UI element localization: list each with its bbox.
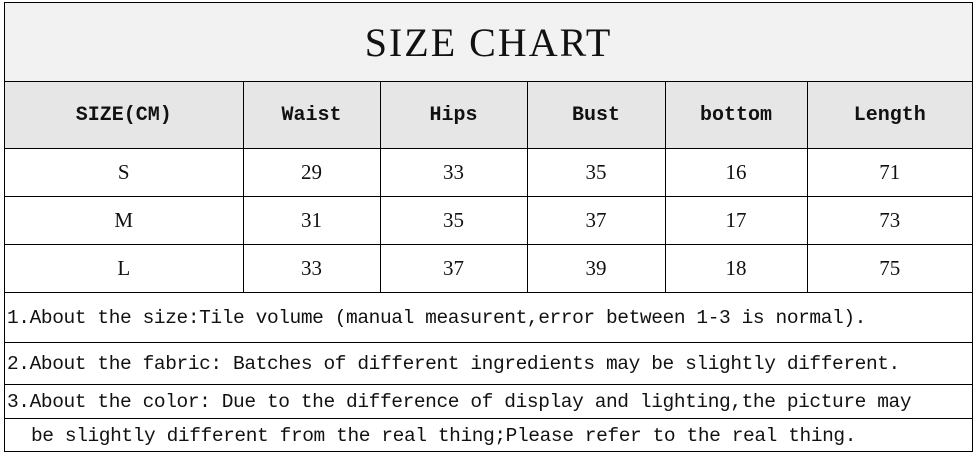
table-cell: 37 bbox=[379, 244, 528, 293]
table-cell: 18 bbox=[664, 244, 808, 293]
table-cell: 35 bbox=[379, 196, 528, 245]
table-cell: S bbox=[5, 148, 244, 197]
table-row: M 31 35 37 17 73 bbox=[5, 196, 972, 245]
column-header: Length bbox=[806, 81, 972, 149]
column-header: SIZE(CM) bbox=[5, 81, 244, 149]
table-cell: 75 bbox=[806, 244, 972, 293]
table-cell: 33 bbox=[379, 148, 528, 197]
column-header: Hips bbox=[379, 81, 528, 149]
column-header: Bust bbox=[526, 81, 666, 149]
table-cell: 29 bbox=[242, 148, 381, 197]
table-cell: M bbox=[5, 196, 244, 245]
table-cell: 73 bbox=[806, 196, 972, 245]
table-cell: 16 bbox=[664, 148, 808, 197]
table-cell: 37 bbox=[526, 196, 666, 245]
column-header: Waist bbox=[242, 81, 381, 149]
table-cell: 71 bbox=[806, 148, 972, 197]
header-row: SIZE(CM) Waist Hips Bust bottom Length bbox=[5, 81, 972, 149]
table-cell: 33 bbox=[242, 244, 381, 293]
table-cell: 17 bbox=[664, 196, 808, 245]
table-row: L 33 37 39 18 75 bbox=[5, 244, 972, 293]
size-chart: SIZE CHART SIZE(CM) Waist Hips Bust bott… bbox=[4, 2, 973, 452]
note-color-continued: be slightly different from the real thin… bbox=[31, 425, 857, 447]
table-cell: L bbox=[5, 244, 244, 293]
table-cell: 35 bbox=[526, 148, 666, 197]
note-size: 1.About the size:Tile volume (manual mea… bbox=[5, 293, 972, 343]
size-table: SIZE(CM) Waist Hips Bust bottom Length S… bbox=[5, 81, 972, 293]
table-cell: 31 bbox=[242, 196, 381, 245]
note-color: 3.About the color: Due to the difference… bbox=[5, 385, 972, 419]
table-cell: 39 bbox=[526, 244, 666, 293]
column-header: bottom bbox=[664, 81, 808, 149]
table-row: S 29 33 35 16 71 bbox=[5, 148, 972, 197]
chart-title: SIZE CHART bbox=[5, 3, 972, 82]
note-fabric: 2.About the fabric: Batches of different… bbox=[5, 343, 972, 385]
